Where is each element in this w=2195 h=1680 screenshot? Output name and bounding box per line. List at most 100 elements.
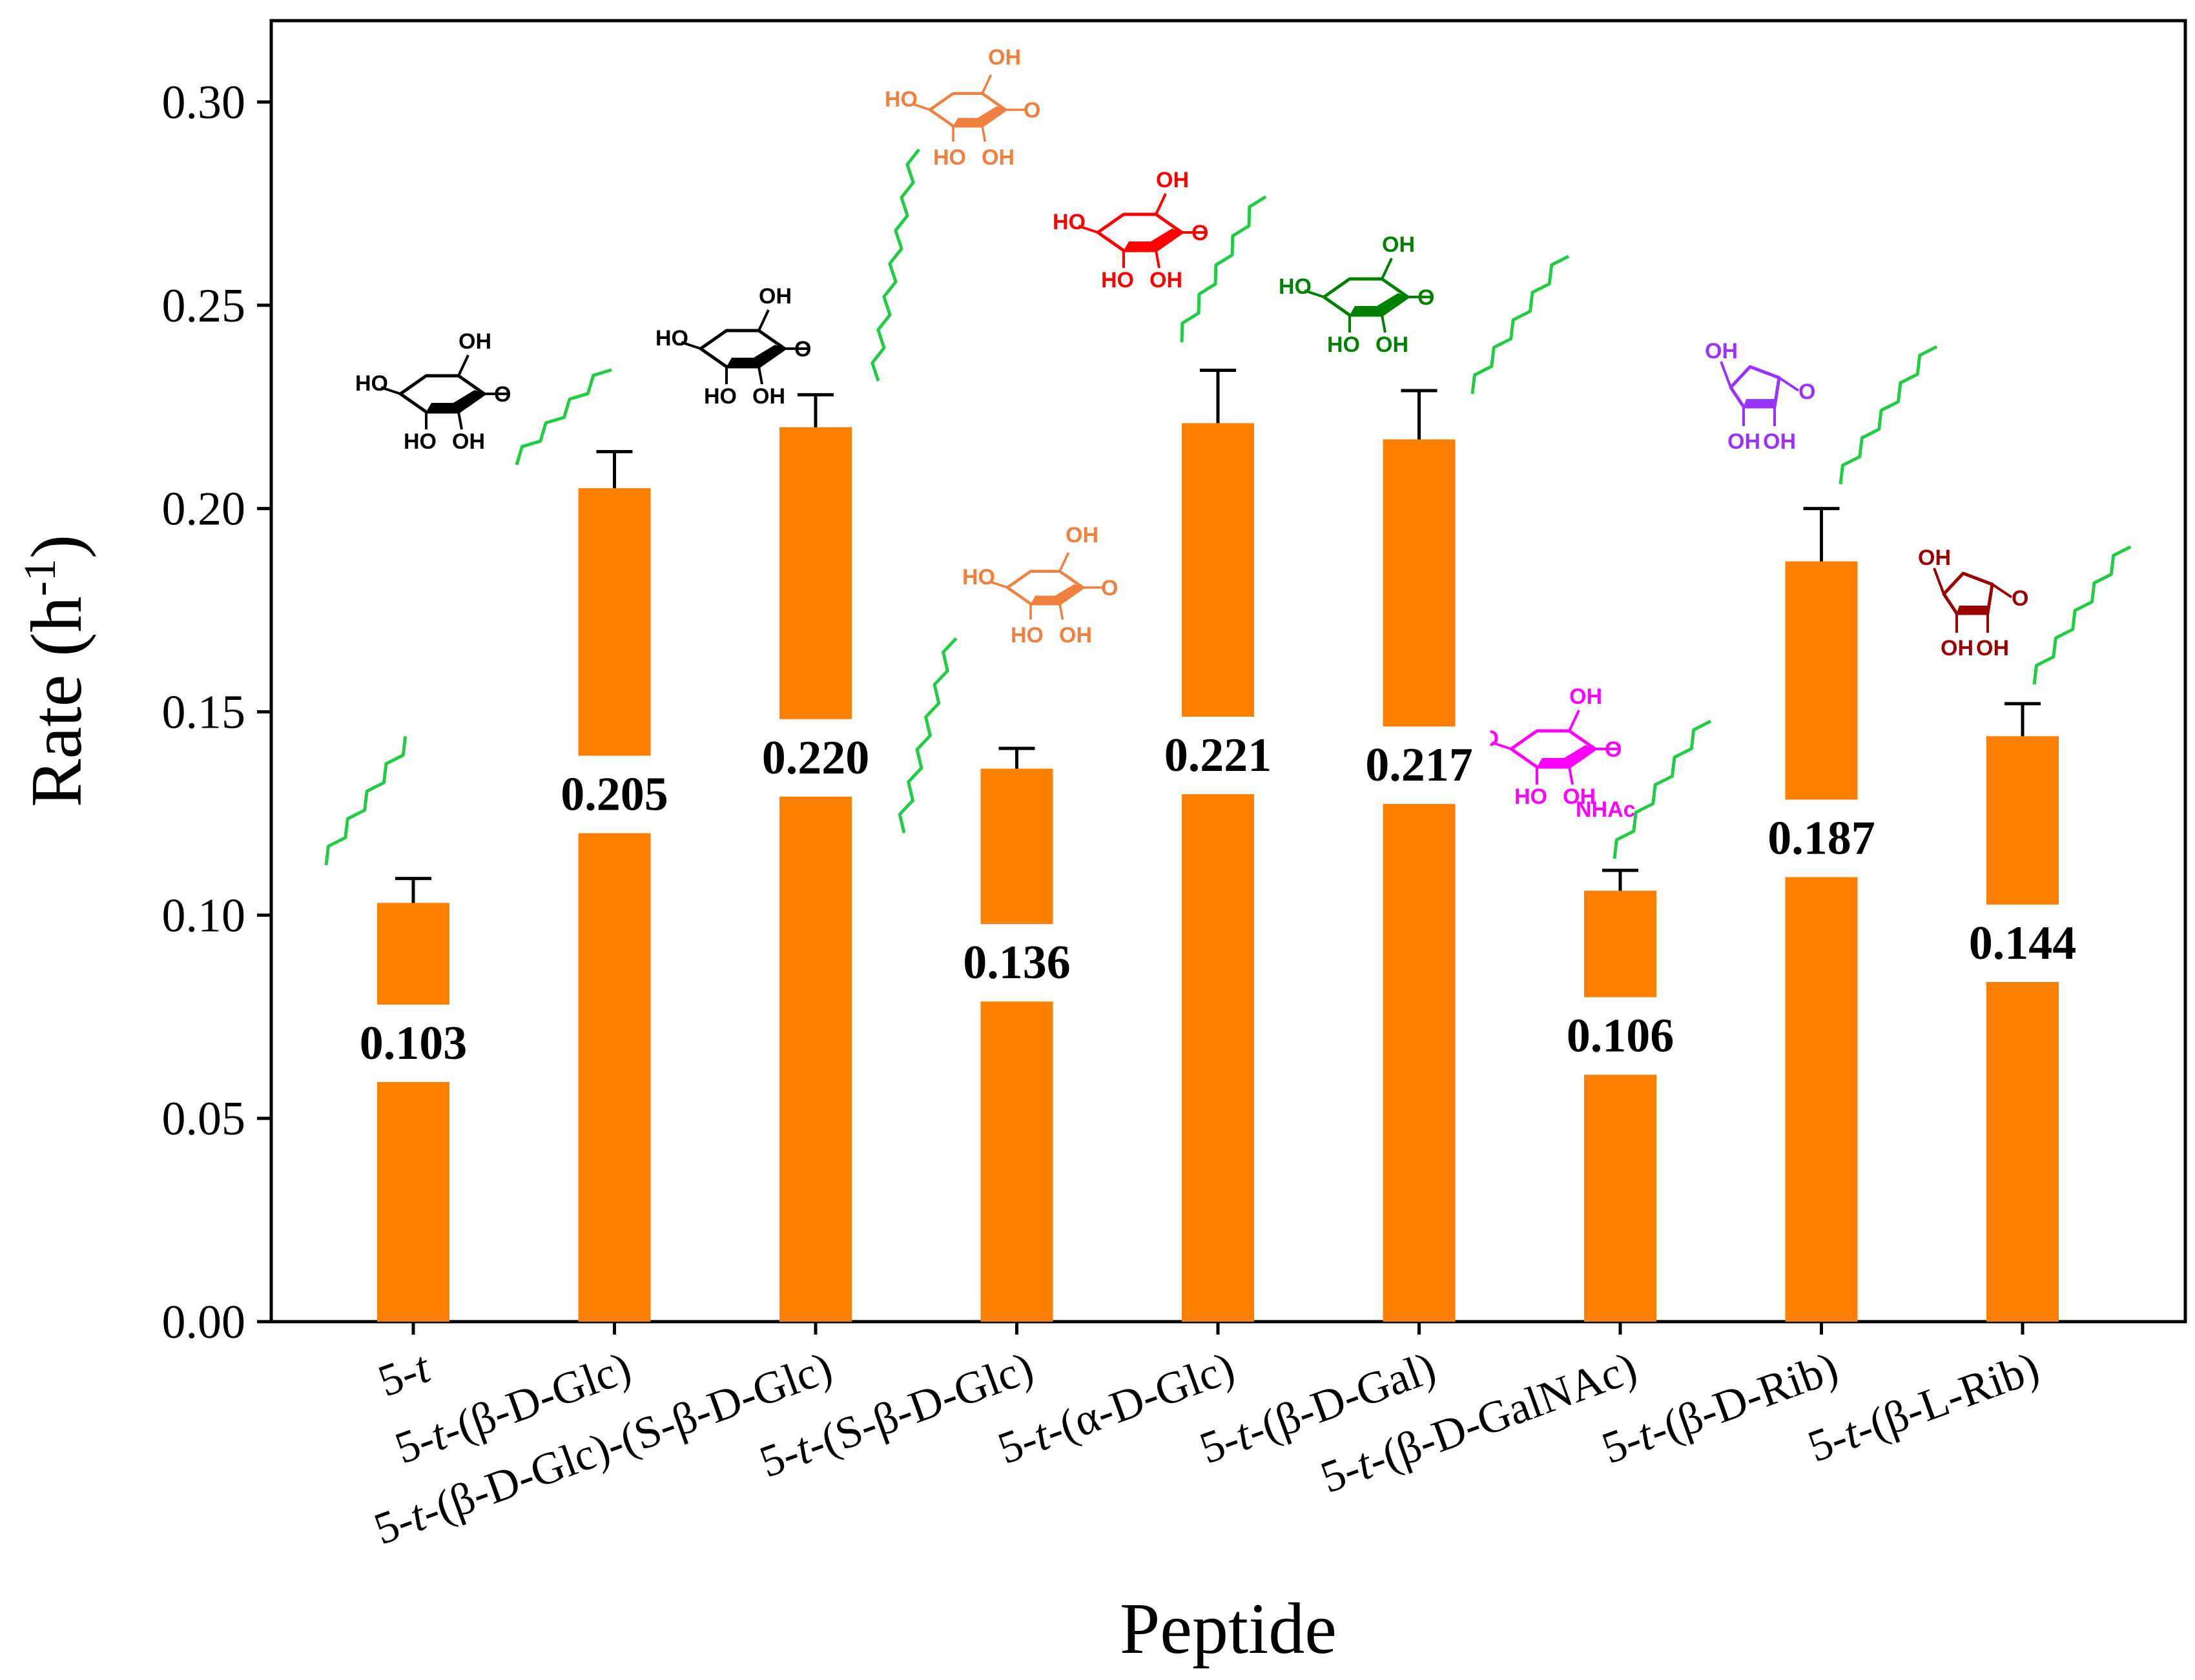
chem-label: OH: [1763, 429, 1796, 454]
chem-label: O: [1605, 737, 1622, 762]
hexose-ring-icon: [681, 310, 807, 384]
chem-label: O: [494, 382, 511, 407]
chem-label: O: [1101, 576, 1118, 600]
y-axis-title-close: ): [17, 535, 97, 558]
value-label: 0.144: [1969, 917, 2077, 970]
value-label-bg: [1147, 717, 1289, 795]
value-label: 0.103: [360, 1017, 468, 1070]
y-tick-label: 0.15: [162, 686, 246, 739]
chem-label: OH: [1563, 784, 1596, 809]
y-tick-label: 0.00: [162, 1296, 246, 1349]
chem-label: O: [1024, 98, 1040, 123]
chem-label: HO: [655, 326, 688, 351]
bar: [578, 488, 651, 1322]
chem-label: OH: [1727, 429, 1760, 454]
value-label-bg: [1750, 799, 1893, 877]
y-axis-title-sup: -1: [15, 558, 65, 596]
value-label: 0.221: [1164, 729, 1272, 782]
bar: [980, 768, 1053, 1322]
chem-label: OH: [1149, 268, 1182, 292]
chem-label: OH: [1382, 232, 1415, 257]
x-axis-categories: 5-t5-t-(β-D-Glc)5-t-(β-D-Glc)-(S-β-D-Glc…: [368, 1322, 2046, 1555]
value-label-bg: [1549, 997, 1691, 1075]
bar: [1584, 890, 1656, 1322]
value-label-bg: [342, 1004, 484, 1082]
value-label: 0.205: [561, 768, 668, 821]
y-tick-label: 0.20: [162, 483, 246, 536]
value-label-bg: [1952, 904, 2094, 982]
chem-label: OH: [988, 45, 1021, 70]
lipid-chain: [1180, 195, 1267, 343]
furanose-ring-icon: [1934, 568, 2012, 633]
chem-label: OH: [1941, 636, 1973, 661]
chem-label: O: [2012, 586, 2028, 611]
chem-label: HO: [1101, 268, 1134, 292]
lipid-chain: [1613, 719, 1712, 859]
chem-label: OH: [1059, 623, 1092, 648]
lipid-chain: [1470, 254, 1570, 394]
bar: [377, 903, 449, 1322]
y-tick-label: 0.25: [162, 280, 246, 333]
value-label: 0.217: [1365, 739, 1473, 792]
hexose-ring-icon: [381, 355, 507, 429]
x-category-label: 5-t-(β-L-Rib): [1802, 1343, 2046, 1472]
bar: [1383, 439, 1456, 1322]
hexose-ring-icon: [990, 553, 1104, 620]
chem-label: HO: [1514, 784, 1547, 809]
value-label: 0.187: [1767, 812, 1875, 865]
lipid-chain: [871, 148, 921, 382]
chem-label: HO: [933, 145, 966, 170]
lipid-chain: [515, 368, 612, 466]
chem-label: OH: [752, 384, 785, 409]
y-tick-label: 0.10: [162, 889, 246, 942]
lipid-chain: [324, 736, 407, 866]
chem-label: OH: [982, 145, 1015, 170]
value-label: 0.106: [1567, 1010, 1675, 1063]
chem-label: HO: [404, 429, 437, 454]
value-label-bg: [1348, 726, 1490, 804]
hexose-ring-icon: [912, 75, 1026, 142]
y-axis: 0.00 0.05 0.10 0.15 0.20 0.25 0.30: [162, 76, 271, 1349]
chem-label: HO: [962, 565, 995, 589]
y-tick-label: 0.05: [162, 1092, 246, 1145]
chem-label: OH: [459, 329, 491, 354]
lipid-chain: [1839, 345, 1938, 485]
furanose-ring-icon: [1721, 362, 1798, 426]
chem-label: HO: [355, 371, 388, 396]
value-label-bg: [745, 719, 887, 797]
chem-label: O: [1191, 221, 1208, 245]
chem-label: OH: [759, 284, 792, 309]
hexose-ring-icon: [1492, 710, 1618, 784]
chem-label: OH: [1918, 546, 1951, 570]
value-label: 0.136: [963, 936, 1071, 989]
value-label-bg: [543, 755, 686, 834]
lipid-chain: [898, 637, 958, 834]
cat-suffix: -(β-L-Rib): [1849, 1343, 2046, 1455]
bar: [1785, 561, 1858, 1322]
hexose-ring-icon: [1304, 258, 1430, 333]
chem-label: OH: [1376, 333, 1408, 357]
chem-label: HO: [1011, 623, 1044, 648]
chem-label: HO: [1053, 210, 1086, 234]
chem-label: HO: [704, 384, 737, 409]
chem-label: HO: [885, 87, 918, 112]
chem-label: NHAc: [1576, 797, 1636, 822]
chem-label: O: [1798, 380, 1815, 404]
chem-label: OH: [452, 429, 485, 454]
value-label: 0.220: [762, 732, 870, 784]
bar: [1986, 736, 2059, 1322]
hexose-ring-icon: [1078, 194, 1204, 268]
y-axis-title-main: Rate (h: [17, 597, 97, 808]
chem-label: OH: [1156, 168, 1189, 192]
y-tick-label: 0.30: [162, 76, 246, 129]
bar: [779, 427, 852, 1322]
bars-group: 0.103 0.205 0.220 0.136 0.221 0.217 0.106 0.187…: [342, 369, 2094, 1322]
chem-label: HO: [1279, 274, 1312, 299]
chem-label: OH: [1976, 636, 2009, 661]
lipid-chain: [2032, 545, 2132, 685]
x-axis-title: Peptide: [1120, 1589, 1337, 1669]
value-label-bg: [945, 924, 1088, 1002]
chem-label: OH: [1066, 523, 1098, 548]
